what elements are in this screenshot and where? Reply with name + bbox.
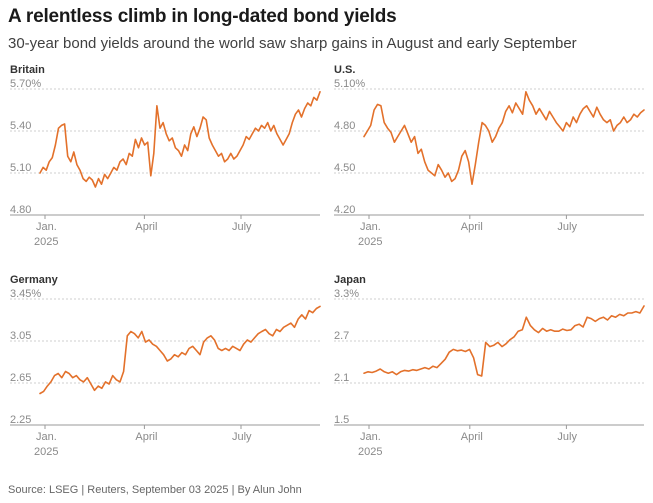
panel-title-us: U.S.	[334, 64, 355, 76]
x-tick-sublabel: 2025	[34, 236, 58, 248]
y-tick-label: 3.45%	[10, 288, 41, 300]
y-tick-label: 2.1	[334, 372, 349, 384]
panel-title-britain: Britain	[10, 64, 45, 76]
y-tick-label: 1.5	[334, 414, 349, 426]
x-tick-label: Jan.	[360, 221, 381, 233]
y-tick-label: 3.05	[10, 330, 31, 342]
x-tick-sublabel: 2025	[358, 236, 382, 248]
x-tick-label: July	[232, 431, 252, 443]
x-tick-label: July	[557, 221, 577, 233]
y-tick-label: 5.10	[10, 162, 31, 174]
y-tick-label: 4.20	[334, 204, 355, 216]
x-tick-label: April	[135, 431, 157, 443]
panel-title-germany: Germany	[10, 274, 59, 286]
panel-title-japan: Japan	[334, 274, 366, 286]
chart-germany: Germany 3.45% 3.05 2.65 2.25 Jan. 2025 April Jul…	[10, 274, 321, 458]
series-line-us	[363, 90, 645, 185]
x-tick-label: Jan.	[36, 221, 57, 233]
x-tick-label: July	[232, 221, 252, 233]
y-tick-label: 2.65	[10, 372, 31, 384]
x-tick-sublabel: 2025	[34, 446, 58, 458]
y-tick-label: 5.40	[10, 120, 31, 132]
x-tick-label: April	[461, 221, 483, 233]
x-tick-sublabel: 2025	[358, 446, 382, 458]
x-tick-label: Jan.	[36, 431, 57, 443]
source-note: Source: LSEG | Reuters, September 03 202…	[8, 484, 302, 496]
chart-britain: Britain 5.70% 5.40 5.10 4.80 Jan. 2025 April Jul…	[10, 64, 321, 248]
y-tick-label: 5.70%	[10, 78, 41, 90]
x-tick-label: Jan.	[360, 431, 381, 443]
y-tick-label: 4.80	[10, 204, 31, 216]
y-tick-label: 4.80	[334, 120, 355, 132]
series-line-germany	[39, 305, 321, 395]
panel-germany: Germany 3.45% 3.05 2.65 2.25 Jan. 2025 April Jul…	[8, 270, 328, 465]
series-line-britain	[39, 90, 321, 188]
x-tick-label: April	[461, 431, 483, 443]
y-tick-label: 2.7	[334, 330, 349, 342]
panel-japan: Japan 3.3% 2.7 2.1 1.5 Jan. 2025 April July	[332, 270, 652, 465]
chart-us: U.S. 5.10% 4.80 4.50 4.20 Jan. 2025 April July	[334, 64, 645, 248]
y-tick-label: 2.25	[10, 414, 31, 426]
y-tick-label: 5.10%	[334, 78, 365, 90]
chart-japan: Japan 3.3% 2.7 2.1 1.5 Jan. 2025 April July	[334, 274, 645, 458]
series-line-japan	[363, 305, 645, 377]
y-tick-label: 4.50	[334, 162, 355, 174]
chart-subtitle: 30-year bond yields around the world saw…	[8, 35, 577, 52]
panel-us: U.S. 5.10% 4.80 4.50 4.20 Jan. 2025 April July	[332, 60, 652, 255]
y-tick-label: 3.3%	[334, 288, 359, 300]
x-tick-label: April	[135, 221, 157, 233]
chart-title: A relentless climb in long-dated bond yi…	[8, 6, 397, 27]
x-tick-label: July	[557, 431, 577, 443]
panel-britain: Britain 5.70% 5.40 5.10 4.80 Jan. 2025 April Jul…	[8, 60, 328, 255]
